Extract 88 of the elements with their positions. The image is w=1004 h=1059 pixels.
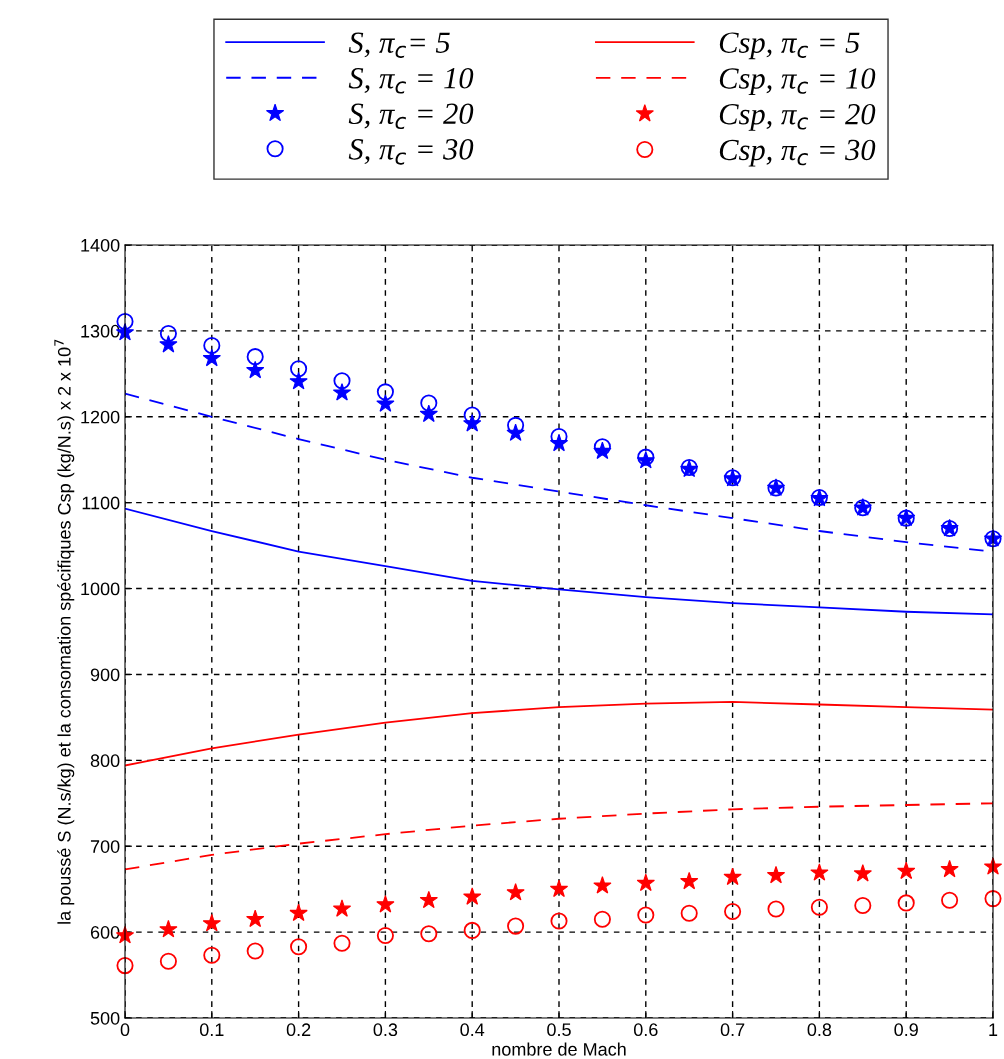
point <box>246 360 265 379</box>
point <box>376 895 395 913</box>
point <box>593 876 612 894</box>
point <box>897 894 915 912</box>
y-tick-label: 500 <box>90 1011 120 1025</box>
point <box>636 873 655 892</box>
legend-label: Csp, π$_{c}$ = 20 <box>719 103 876 131</box>
point <box>159 335 178 353</box>
line-series <box>125 507 993 616</box>
legend-label: Csp, π$_{c}$ = 30 <box>719 139 876 167</box>
point <box>289 903 308 922</box>
y-tick-label: 1000 <box>81 582 120 596</box>
point <box>637 906 655 924</box>
y-tick-label: 1300 <box>81 324 120 338</box>
point <box>723 867 742 886</box>
x-tick-label: 0 <box>120 1023 130 1037</box>
point <box>940 859 959 878</box>
point <box>854 896 872 915</box>
x-tick-label: 0.5 <box>547 1023 571 1037</box>
x-tick-label: 0.6 <box>633 1023 658 1037</box>
point <box>810 898 828 916</box>
point <box>984 890 1002 908</box>
x-tick-label: 1 <box>989 1023 998 1036</box>
point <box>507 917 525 935</box>
x-tick-label: 0.8 <box>807 1023 832 1037</box>
point <box>420 925 438 943</box>
point <box>463 921 481 939</box>
legend-label: S, π$_{c}$= 5 <box>348 32 450 58</box>
point <box>506 883 525 901</box>
point <box>289 371 308 390</box>
legend-label: S, π$_{c}$ = 20 <box>348 103 474 130</box>
x-tick-label: 0.3 <box>373 1023 398 1037</box>
point <box>116 957 134 975</box>
point <box>202 913 221 932</box>
legend-label: Csp, π$_{c}$ = 5 <box>719 32 860 60</box>
line-series <box>125 701 993 767</box>
y-tick-label: 1200 <box>81 410 120 424</box>
point <box>593 910 611 928</box>
point <box>724 902 742 921</box>
point <box>549 879 569 898</box>
y-tick-label: 700 <box>90 840 120 853</box>
y-tick-label: 800 <box>90 754 120 768</box>
point <box>333 934 351 952</box>
legend-label: S, π$_{c}$ = 10 <box>348 67 474 94</box>
point <box>767 900 785 918</box>
point <box>202 348 221 367</box>
point <box>680 904 698 922</box>
y-axis-title: la poussé S (N.s/kg) et la consomation spécifiques Csp (kg/N.s) x 2 x 10$^{7}$ <box>54 339 75 924</box>
x-tick-label: 0.7 <box>720 1023 745 1037</box>
point <box>203 946 221 964</box>
point <box>333 372 351 390</box>
point <box>810 863 829 881</box>
point <box>332 899 352 917</box>
point <box>420 394 438 412</box>
legend-label: Csp, π$_{c}$ = 10 <box>719 68 876 95</box>
point <box>463 887 482 905</box>
x-axis-title: nombre de Mach <box>492 1042 626 1056</box>
point <box>290 360 308 378</box>
point <box>376 383 394 401</box>
point <box>159 324 177 343</box>
point <box>332 383 352 401</box>
y-tick-label: 900 <box>90 668 120 682</box>
y-tick-label: 600 <box>90 926 120 939</box>
point <box>376 927 394 945</box>
point <box>550 912 568 930</box>
y-tick-label: 1400 <box>81 238 120 252</box>
x-tick-label: 0.2 <box>286 1023 311 1037</box>
point <box>419 890 438 909</box>
line-series <box>125 802 993 871</box>
point <box>766 865 786 884</box>
point <box>376 394 395 412</box>
point <box>680 871 699 890</box>
point <box>159 952 177 970</box>
point <box>246 909 265 928</box>
point <box>897 861 916 879</box>
x-tick-label: 0.9 <box>894 1023 918 1037</box>
x-tick-label: 0.1 <box>199 1023 224 1037</box>
point <box>246 348 264 366</box>
point <box>290 938 308 956</box>
point <box>941 891 959 909</box>
point <box>853 864 872 882</box>
point <box>203 336 221 355</box>
point <box>159 919 178 938</box>
point <box>246 942 264 960</box>
legend-label: S, π$_{c}$ = 30 <box>348 139 474 165</box>
y-tick-label: 1100 <box>82 496 120 510</box>
point <box>419 404 438 423</box>
x-tick-label: 0.4 <box>460 1023 485 1037</box>
